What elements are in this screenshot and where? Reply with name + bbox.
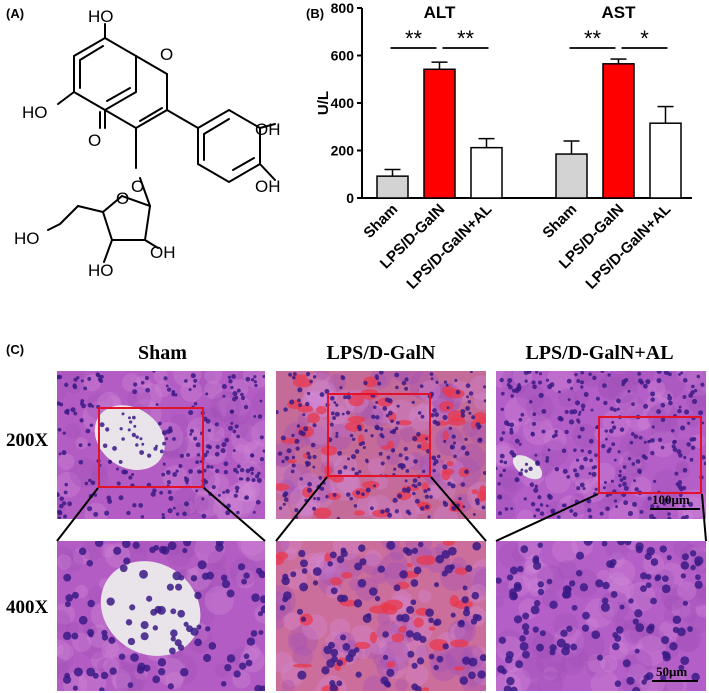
column-title-lps: LPS/D-GalN [326, 342, 436, 364]
bar [470, 146, 503, 199]
atom-label: OH [255, 120, 281, 139]
group-title: AST [602, 3, 637, 22]
enzyme-bar-chart: 0200400600800U/LShamLPS/D-GalNLPS/D-GalN… [315, 0, 692, 293]
atom-label: O [116, 189, 129, 208]
atom-label: HO [88, 261, 114, 280]
category-label: LPS/D-GalN+AL [582, 201, 674, 293]
bar [376, 175, 409, 199]
tissue-texture [276, 541, 486, 691]
significance-marker: ** [405, 26, 423, 51]
atom-label: HO [22, 103, 48, 122]
scale-bar-50um [652, 680, 698, 682]
significance-marker: * [640, 26, 649, 51]
atom-label: HO [88, 7, 114, 26]
y-tick-label: 800 [331, 0, 355, 16]
y-tick-label: 600 [331, 48, 355, 64]
roi-box-lps-al [598, 416, 702, 494]
scale-label-50um: 50μm [656, 664, 688, 679]
scale-bar-100um [650, 508, 700, 510]
row-label-400x: 400X [6, 597, 49, 618]
category-label: LPS/D-GalN+AL [403, 201, 495, 293]
micrograph-sham-400x [57, 541, 265, 691]
category-label: Sham [539, 201, 580, 242]
y-axis-label: U/L [315, 91, 332, 115]
scale-label-100um: 100μm [652, 492, 690, 507]
y-tick-label: 400 [331, 95, 355, 111]
bar [555, 153, 588, 199]
atom-label: O [88, 131, 101, 150]
roi-box-lps [327, 393, 431, 477]
atom-label: OH [255, 177, 281, 196]
atom-label: O [160, 45, 173, 64]
category-label: Sham [360, 201, 401, 242]
molecule-structure: HO HO O O OH OH O HO O OH HO [14, 7, 281, 280]
significance-marker: ** [584, 26, 602, 51]
micrograph-lps-al-400x [496, 541, 706, 691]
significance-marker: ** [457, 26, 475, 51]
panel-a-label: (A) [6, 6, 25, 21]
y-tick-label: 200 [331, 143, 355, 159]
panel-c-label: (C) [6, 342, 25, 357]
bar [602, 63, 635, 199]
atom-label: HO [14, 229, 40, 248]
group-title: ALT [424, 3, 456, 22]
atom-label: OH [150, 243, 176, 262]
tissue-texture [57, 541, 265, 691]
row-label-200x: 200X [6, 430, 49, 451]
roi-box-sham [98, 407, 204, 488]
bar [423, 68, 456, 199]
y-tick-label: 0 [346, 190, 354, 206]
tissue-texture [496, 541, 706, 691]
bar [649, 122, 682, 199]
column-title-lps-al: LPS/D-GalN+AL [525, 342, 674, 364]
micrograph-lps-400x [276, 541, 486, 691]
atom-label: O [131, 177, 144, 196]
panel-b-label: (B) [306, 6, 325, 21]
column-title-sham: Sham [138, 342, 187, 364]
